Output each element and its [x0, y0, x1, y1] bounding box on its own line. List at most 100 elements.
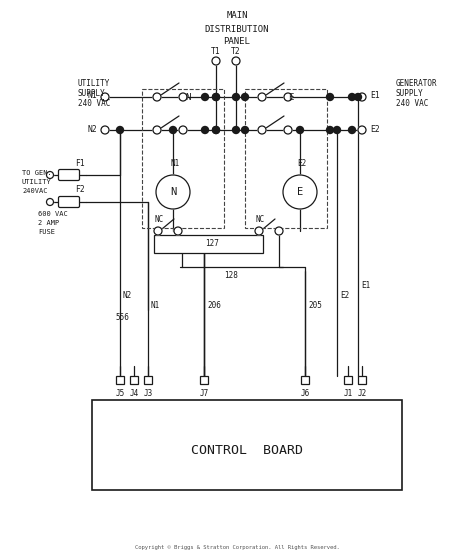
Circle shape: [232, 57, 240, 65]
Circle shape: [297, 127, 303, 133]
Text: UTILITY: UTILITY: [78, 79, 110, 88]
Circle shape: [275, 227, 283, 235]
Text: FUSE: FUSE: [38, 229, 55, 235]
Circle shape: [233, 127, 239, 133]
Circle shape: [283, 175, 317, 209]
Bar: [92, 400, 402, 490]
Text: E2: E2: [297, 160, 307, 169]
FancyBboxPatch shape: [58, 196, 80, 208]
Text: J5: J5: [115, 388, 125, 397]
Circle shape: [46, 199, 54, 205]
Circle shape: [258, 126, 266, 134]
Bar: [245, 89, 327, 228]
Bar: [142, 89, 224, 228]
FancyBboxPatch shape: [58, 170, 80, 180]
Text: N: N: [170, 187, 176, 197]
Circle shape: [201, 127, 209, 133]
Circle shape: [334, 127, 340, 133]
Text: N2: N2: [87, 124, 97, 133]
Text: SUPPLY: SUPPLY: [78, 89, 106, 98]
Text: MAIN: MAIN: [226, 12, 248, 21]
Circle shape: [156, 175, 190, 209]
Circle shape: [241, 127, 248, 133]
Text: NC: NC: [256, 214, 265, 224]
Text: J3: J3: [143, 388, 153, 397]
Text: PANEL: PANEL: [224, 37, 250, 46]
Circle shape: [154, 227, 162, 235]
Circle shape: [201, 94, 209, 100]
Text: 240VAC: 240VAC: [22, 188, 47, 194]
Bar: [116, 376, 124, 384]
Text: 128: 128: [225, 271, 238, 280]
Text: 206: 206: [207, 301, 221, 310]
Text: N: N: [185, 93, 191, 102]
Circle shape: [258, 93, 266, 101]
Circle shape: [284, 93, 292, 101]
Circle shape: [348, 94, 356, 100]
Text: F1: F1: [75, 158, 85, 167]
Circle shape: [212, 94, 219, 100]
Circle shape: [348, 127, 356, 133]
Text: 2 AMP: 2 AMP: [38, 220, 59, 226]
Text: F2: F2: [75, 185, 85, 195]
Text: N2: N2: [123, 291, 132, 300]
Circle shape: [46, 171, 54, 179]
Text: J4: J4: [129, 388, 138, 397]
Circle shape: [355, 94, 362, 100]
Text: 600 VAC: 600 VAC: [38, 211, 68, 217]
Circle shape: [153, 93, 161, 101]
Text: CONTROL  BOARD: CONTROL BOARD: [191, 444, 303, 456]
Text: T1: T1: [211, 46, 221, 55]
Bar: [200, 376, 208, 384]
Circle shape: [117, 127, 124, 133]
Bar: [358, 376, 366, 384]
Circle shape: [153, 126, 161, 134]
Text: J6: J6: [301, 388, 310, 397]
Circle shape: [212, 127, 219, 133]
Text: N1: N1: [170, 160, 180, 169]
Text: E1: E1: [361, 281, 370, 290]
Text: Copyright © Briggs & Stratton Corporation. All Rights Reserved.: Copyright © Briggs & Stratton Corporatio…: [135, 545, 339, 550]
Text: SUPPLY: SUPPLY: [396, 89, 424, 98]
Text: J2: J2: [357, 388, 366, 397]
Text: E1: E1: [370, 92, 380, 100]
Circle shape: [358, 93, 366, 101]
Text: DISTRIBUTION: DISTRIBUTION: [205, 25, 269, 33]
Text: TO GEN.: TO GEN.: [22, 170, 52, 176]
Text: E2: E2: [370, 124, 380, 133]
Bar: [344, 376, 352, 384]
Text: GENERATOR: GENERATOR: [396, 79, 438, 88]
Text: N1: N1: [151, 301, 160, 310]
Text: N1: N1: [87, 92, 97, 100]
Text: 240 VAC: 240 VAC: [78, 99, 110, 108]
Circle shape: [170, 127, 176, 133]
Circle shape: [255, 227, 263, 235]
Circle shape: [179, 93, 187, 101]
Text: E2: E2: [340, 291, 349, 300]
Text: NC: NC: [155, 214, 164, 224]
Circle shape: [101, 93, 109, 101]
Text: 240 VAC: 240 VAC: [396, 99, 428, 108]
Circle shape: [212, 94, 219, 100]
Text: E: E: [297, 187, 303, 197]
Text: T2: T2: [231, 46, 241, 55]
Text: 127: 127: [206, 239, 219, 248]
Circle shape: [101, 126, 109, 134]
Circle shape: [212, 127, 219, 133]
Bar: [144, 376, 152, 384]
Text: UTILITY: UTILITY: [22, 179, 52, 185]
Circle shape: [241, 94, 248, 100]
Circle shape: [233, 94, 239, 100]
Circle shape: [284, 126, 292, 134]
Bar: [130, 376, 138, 384]
Circle shape: [179, 126, 187, 134]
Bar: [154, 235, 263, 253]
Text: 205: 205: [308, 301, 322, 310]
Text: 556: 556: [115, 312, 129, 321]
Circle shape: [174, 227, 182, 235]
Text: J1: J1: [343, 388, 353, 397]
Text: J7: J7: [200, 388, 209, 397]
Circle shape: [327, 127, 334, 133]
Circle shape: [212, 57, 220, 65]
Text: E: E: [288, 93, 294, 102]
